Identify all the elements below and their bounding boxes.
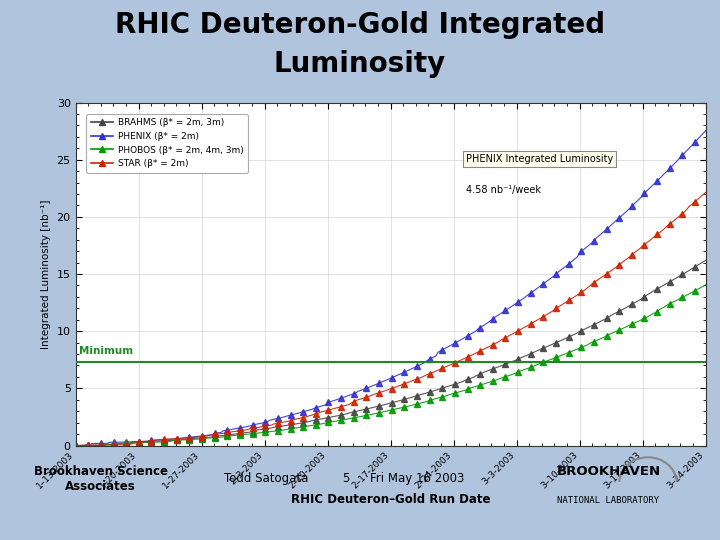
Text: BROOKHAVEN: BROOKHAVEN xyxy=(557,465,660,478)
Text: NATIONAL LABORATORY: NATIONAL LABORATORY xyxy=(557,496,660,505)
Text: Luminosity: Luminosity xyxy=(274,50,446,78)
Legend: BRAHMS (β* = 2m, 3m), PHENIX (β* = 2m), PHOBOS (β* = 2m, 4m, 3m), STAR (β* = 2m): BRAHMS (β* = 2m, 3m), PHENIX (β* = 2m), … xyxy=(86,114,248,173)
Text: PHENIX Integrated Luminosity: PHENIX Integrated Luminosity xyxy=(467,154,613,164)
Text: 4.58 nb⁻¹/week: 4.58 nb⁻¹/week xyxy=(467,185,541,195)
X-axis label: RHIC Deuteron–Gold Run Date: RHIC Deuteron–Gold Run Date xyxy=(291,494,490,507)
Text: 5: 5 xyxy=(342,472,349,485)
Text: Minimum: Minimum xyxy=(78,346,133,356)
Text: RHIC Deuteron-Gold Integrated: RHIC Deuteron-Gold Integrated xyxy=(115,11,605,39)
Text: Brookhaven Science
Associates: Brookhaven Science Associates xyxy=(34,464,168,492)
Y-axis label: Integrated Luminosity [nb⁻¹]: Integrated Luminosity [nb⁻¹] xyxy=(41,199,51,349)
Text: Fri May 16 2003: Fri May 16 2003 xyxy=(370,472,465,485)
Text: Todd Satogata: Todd Satogata xyxy=(224,472,309,485)
